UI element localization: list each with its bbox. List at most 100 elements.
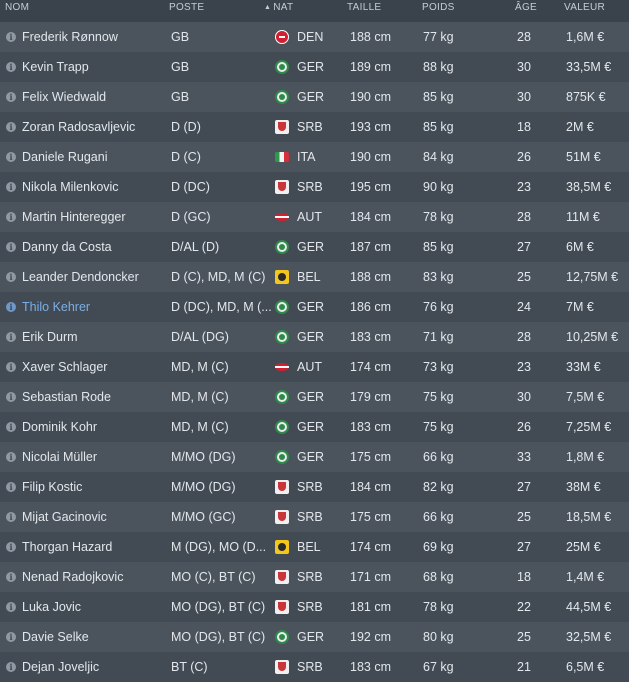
column-header-nat[interactable]: ▲ NAT	[264, 0, 293, 16]
player-name[interactable]: Martin Hinteregger	[22, 210, 126, 224]
nation-flag-icon[interactable]	[275, 570, 289, 584]
info-icon[interactable]: i	[6, 122, 16, 132]
player-nationality: BEL	[297, 540, 321, 554]
info-icon[interactable]: i	[6, 542, 16, 552]
player-name[interactable]: Davie Selke	[22, 630, 89, 644]
nation-flag-icon[interactable]	[275, 510, 289, 524]
player-name[interactable]: Daniele Rugani	[22, 150, 108, 164]
column-header-age[interactable]: ÂGE	[515, 2, 538, 13]
table-row[interactable]: i Sebastian Rode MD, M (C) GER 179 cm 75 kg 30…	[0, 382, 629, 412]
info-icon[interactable]: i	[6, 302, 16, 312]
player-name[interactable]: Sebastian Rode	[22, 390, 111, 404]
table-row[interactable]: i Xaver Schlager MD, M (C) AUT 174 cm 73 kg 23…	[0, 352, 629, 382]
table-row[interactable]: i Luka Jovic MO (DG), BT (C) SRB 181 cm 78 kg…	[0, 592, 629, 622]
player-name[interactable]: Leander Dendoncker	[22, 270, 139, 284]
table-row[interactable]: i Dejan Joveljic BT (C) SRB 183 cm 67 kg 21 6,5…	[0, 652, 629, 682]
player-value: 44,5M €	[566, 600, 612, 614]
info-icon[interactable]: i	[6, 482, 16, 492]
info-icon[interactable]: i	[6, 512, 16, 522]
player-name[interactable]: Nenad Radojkovic	[22, 570, 124, 584]
column-header-poids[interactable]: POIDS	[422, 2, 455, 13]
info-icon[interactable]: i	[6, 212, 16, 222]
player-name[interactable]: Danny da Costa	[22, 240, 112, 254]
info-icon[interactable]: i	[6, 392, 16, 402]
player-name[interactable]: Frederik Rønnow	[22, 30, 118, 44]
info-icon[interactable]: i	[6, 422, 16, 432]
player-name[interactable]: Felix Wiedwald	[22, 90, 107, 104]
player-name[interactable]: Thilo Kehrer	[22, 300, 91, 314]
table-row[interactable]: i Thorgan Hazard M (DG), MO (D... BEL 174 cm…	[0, 532, 629, 562]
player-name[interactable]: Mijat Gacinovic	[22, 510, 107, 524]
player-position: D (C)	[171, 150, 201, 164]
nation-flag-icon[interactable]	[275, 300, 289, 314]
info-icon[interactable]: i	[6, 362, 16, 372]
info-icon[interactable]: i	[6, 182, 16, 192]
nation-flag-icon[interactable]	[275, 420, 289, 434]
table-row[interactable]: i Frederik Rønnow GB DEN 188 cm 77 kg 28 1,6M €	[0, 22, 629, 52]
table-row[interactable]: i Filip Kostic M/MO (DG) SRB 184 cm 82 kg 27 38…	[0, 472, 629, 502]
nation-flag-icon[interactable]	[275, 180, 289, 194]
table-row[interactable]: i Nenad Radojkovic MO (C), BT (C) SRB 171 cm…	[0, 562, 629, 592]
table-row[interactable]: i Mijat Gacinovic M/MO (GC) SRB 175 cm 66 kg 2…	[0, 502, 629, 532]
info-icon[interactable]: i	[6, 332, 16, 342]
nation-flag-icon[interactable]	[275, 390, 289, 404]
player-name[interactable]: Kevin Trapp	[22, 60, 89, 74]
nation-flag-icon[interactable]	[275, 450, 289, 464]
nation-flag-icon[interactable]	[275, 540, 289, 554]
player-name[interactable]: Zoran Radosavljevic	[22, 120, 136, 134]
nation-flag-icon[interactable]	[275, 630, 289, 644]
player-height: 188 cm	[350, 30, 391, 44]
column-header-poste[interactable]: POSTE	[169, 2, 205, 13]
table-row[interactable]: i Kevin Trapp GB GER 189 cm 88 kg 30 33,5M €	[0, 52, 629, 82]
nation-flag-icon[interactable]	[275, 60, 289, 74]
info-icon[interactable]: i	[6, 452, 16, 462]
player-name[interactable]: Luka Jovic	[22, 600, 82, 614]
nation-flag-icon[interactable]	[275, 30, 289, 44]
table-row[interactable]: i Martin Hinteregger D (GC) AUT 184 cm 78 kg 2…	[0, 202, 629, 232]
table-row[interactable]: i Daniele Rugani D (C) ITA 190 cm 84 kg 26 51M …	[0, 142, 629, 172]
nation-flag-icon[interactable]	[275, 363, 289, 371]
column-header-valeur[interactable]: VALEUR	[564, 2, 606, 13]
info-icon[interactable]: i	[6, 272, 16, 282]
player-name[interactable]: Dominik Kohr	[22, 420, 98, 434]
info-icon[interactable]: i	[6, 662, 16, 672]
nation-flag-icon[interactable]	[275, 660, 289, 674]
table-row[interactable]: i Nicolai Müller M/MO (DG) GER 175 cm 66 kg 33…	[0, 442, 629, 472]
player-name[interactable]: Nikola Milenkovic	[22, 180, 119, 194]
table-row[interactable]: i Dominik Kohr MD, M (C) GER 183 cm 75 kg 26 7,…	[0, 412, 629, 442]
table-row[interactable]: i Davie Selke MO (DG), BT (C) GER 192 cm 80 k…	[0, 622, 629, 652]
column-header-nom[interactable]: NOM	[5, 2, 30, 13]
player-age: 30	[517, 90, 531, 104]
table-row[interactable]: i Felix Wiedwald GB GER 190 cm 85 kg 30 875K €	[0, 82, 629, 112]
table-row[interactable]: i Danny da Costa D/AL (D) GER 187 cm 85 kg 27 6…	[0, 232, 629, 262]
player-name[interactable]: Thorgan Hazard	[22, 540, 113, 554]
player-name[interactable]: Filip Kostic	[22, 480, 83, 494]
nation-flag-icon[interactable]	[275, 270, 289, 284]
nation-flag-icon[interactable]	[275, 120, 289, 134]
table-row[interactable]: i Nikola Milenkovic D (DC) SRB 195 cm 90 kg 23…	[0, 172, 629, 202]
nation-flag-icon[interactable]	[275, 90, 289, 104]
table-row[interactable]: i Thilo Kehrer D (DC), MD, M (... GER 186 cm…	[0, 292, 629, 322]
info-icon[interactable]: i	[6, 632, 16, 642]
nation-flag-icon[interactable]	[275, 240, 289, 254]
player-name[interactable]: Nicolai Müller	[22, 450, 98, 464]
info-icon[interactable]: i	[6, 92, 16, 102]
nation-flag-icon[interactable]	[275, 330, 289, 344]
table-row[interactable]: i Erik Durm D/AL (DG) GER 183 cm 71 kg 28 10,25…	[0, 322, 629, 352]
table-row[interactable]: i Leander Dendoncker D (C), MD, M (C) BEL 18…	[0, 262, 629, 292]
player-name[interactable]: Erik Durm	[22, 330, 78, 344]
info-icon[interactable]: i	[6, 152, 16, 162]
info-icon[interactable]: i	[6, 62, 16, 72]
nation-flag-icon[interactable]	[275, 152, 289, 162]
player-name[interactable]: Xaver Schlager	[22, 360, 108, 374]
player-name[interactable]: Dejan Joveljic	[22, 660, 100, 674]
nation-flag-icon[interactable]	[275, 480, 289, 494]
info-icon[interactable]: i	[6, 32, 16, 42]
table-row[interactable]: i Zoran Radosavljevic D (D) SRB 193 cm 85 kg 1…	[0, 112, 629, 142]
info-icon[interactable]: i	[6, 602, 16, 612]
column-header-taille[interactable]: TAILLE	[347, 2, 382, 13]
nation-flag-icon[interactable]	[275, 213, 289, 221]
info-icon[interactable]: i	[6, 572, 16, 582]
nation-flag-icon[interactable]	[275, 600, 289, 614]
info-icon[interactable]: i	[6, 242, 16, 252]
